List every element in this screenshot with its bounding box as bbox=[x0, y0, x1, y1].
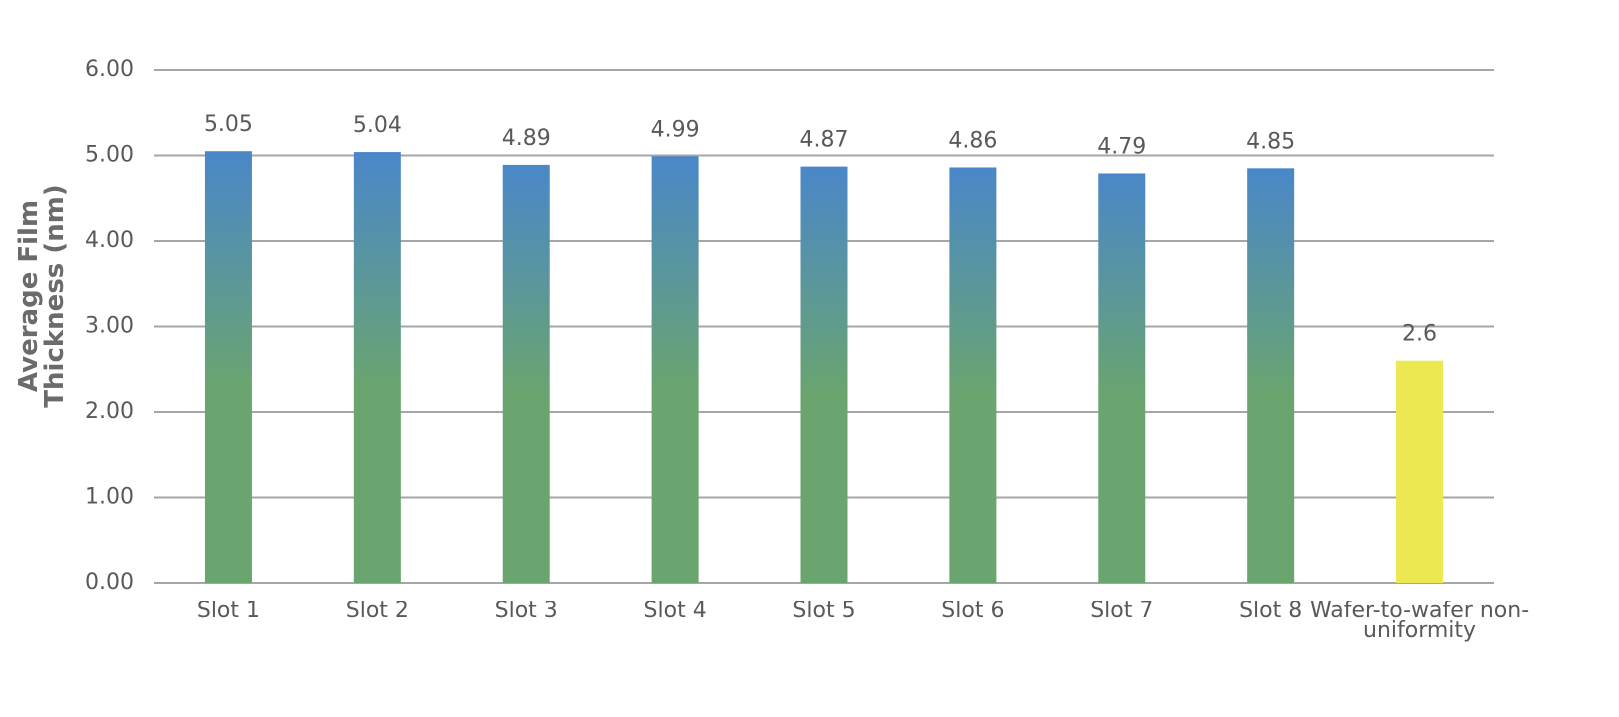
value-label: 4.99 bbox=[651, 117, 700, 142]
y-axis-label: Average Film Thickness (nm) bbox=[14, 184, 70, 408]
bar bbox=[502, 164, 550, 583]
bar bbox=[800, 166, 848, 584]
x-tick-label: Slot 4 bbox=[643, 601, 707, 623]
y-tick-label: 4.00 bbox=[85, 228, 134, 253]
y-tick-label: 3.00 bbox=[85, 314, 134, 339]
value-label: 4.85 bbox=[1246, 129, 1295, 154]
value-label: 2.6 bbox=[1402, 322, 1437, 347]
value-label: 5.04 bbox=[353, 113, 402, 138]
y-tick-label: 2.00 bbox=[85, 399, 134, 424]
value-label: 4.86 bbox=[948, 128, 997, 153]
y-tick-label: 1.00 bbox=[85, 485, 134, 510]
y-tick-label: 5.00 bbox=[85, 143, 134, 168]
bar bbox=[204, 151, 252, 583]
x-tick-label: Slot 8 bbox=[1239, 601, 1303, 623]
bar bbox=[1098, 173, 1146, 583]
x-tick-label: Slot 7 bbox=[1090, 601, 1154, 623]
value-label: 4.89 bbox=[502, 126, 551, 151]
x-tick-label: Slot 3 bbox=[494, 601, 558, 623]
value-label: 4.79 bbox=[1097, 134, 1146, 159]
bar bbox=[949, 167, 997, 583]
bar bbox=[1247, 168, 1295, 583]
value-label: 5.05 bbox=[204, 112, 253, 137]
x-tick-label: Slot 6 bbox=[941, 601, 1005, 623]
bar bbox=[651, 156, 699, 584]
x-tick-label: Slot 2 bbox=[345, 601, 409, 623]
x-tick-label: Wafer-to-wafer non-uniformity bbox=[1309, 601, 1530, 643]
x-tick-label: Slot 1 bbox=[196, 601, 261, 623]
value-label: 4.87 bbox=[800, 128, 849, 153]
x-tick-label: Slot 5 bbox=[792, 601, 856, 623]
bar bbox=[1396, 360, 1444, 583]
y-tick-label: 6.00 bbox=[85, 57, 134, 82]
y-tick-label: 0.00 bbox=[85, 570, 134, 595]
bar bbox=[353, 152, 401, 583]
